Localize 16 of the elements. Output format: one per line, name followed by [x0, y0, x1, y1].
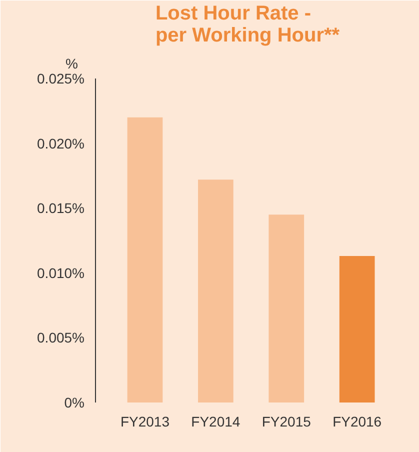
chart-title: Lost Hour Rate - per Working Hour** — [155, 2, 340, 46]
y-tick-label: 0.025% — [37, 70, 84, 86]
x-tick-label: FY2015 — [262, 414, 312, 430]
bar — [339, 256, 375, 402]
x-tick-label: FY2013 — [120, 414, 170, 430]
bar — [268, 214, 304, 402]
y-tick-label: 0.015% — [37, 200, 84, 216]
y-tick-label: 0.005% — [37, 330, 84, 346]
x-tick-label: FY2016 — [332, 414, 382, 430]
y-tick-label: 0.010% — [37, 264, 84, 281]
y-tick-label: 0% — [64, 394, 84, 410]
bar — [127, 117, 163, 402]
x-tick-label: FY2014 — [191, 414, 240, 430]
y-axis-title: % — [66, 56, 78, 72]
y-tick-label: 0.020% — [37, 135, 84, 152]
bar — [198, 180, 234, 402]
